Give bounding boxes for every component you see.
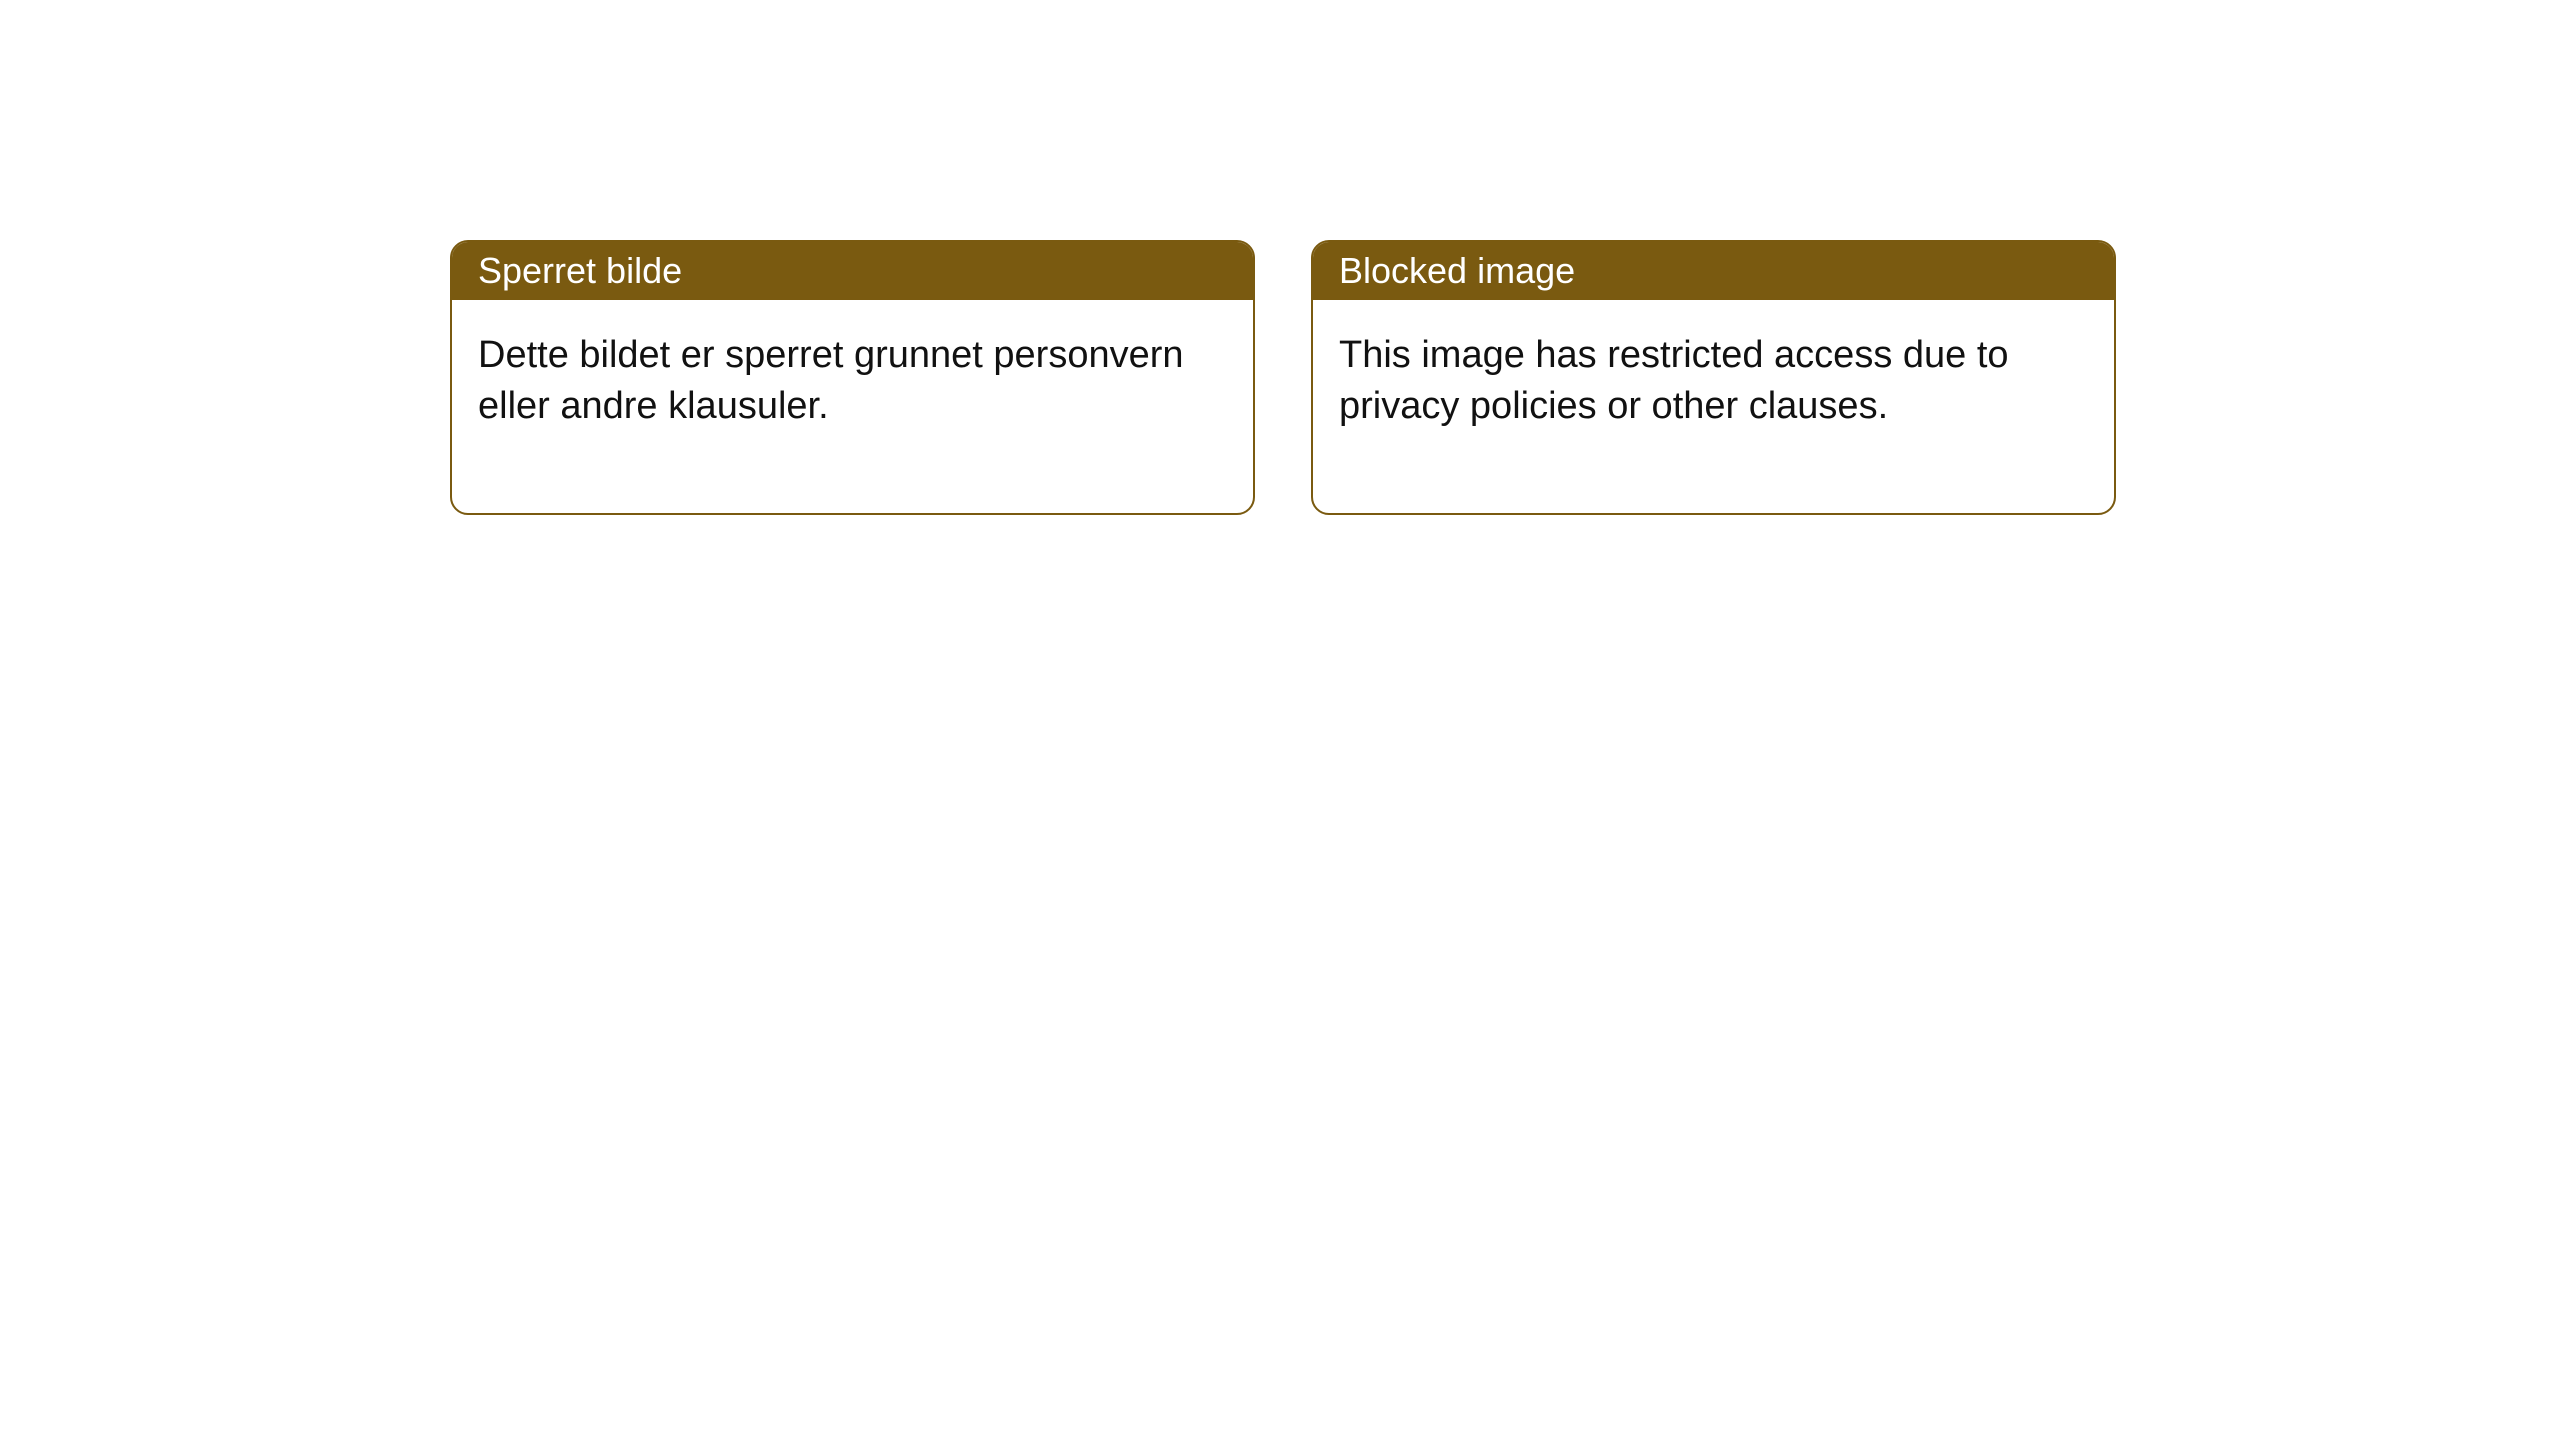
card-header-title: Sperret bilde xyxy=(478,250,682,291)
blocked-image-card-english: Blocked image This image has restricted … xyxy=(1311,240,2116,515)
card-body-text: Dette bildet er sperret grunnet personve… xyxy=(478,334,1184,427)
card-body: Dette bildet er sperret grunnet personve… xyxy=(452,300,1253,513)
card-body-text: This image has restricted access due to … xyxy=(1339,334,2009,427)
card-body: This image has restricted access due to … xyxy=(1313,300,2114,513)
card-header: Blocked image xyxy=(1313,242,2114,300)
notice-cards-container: Sperret bilde Dette bildet er sperret gr… xyxy=(0,0,2560,515)
card-header: Sperret bilde xyxy=(452,242,1253,300)
card-header-title: Blocked image xyxy=(1339,250,1575,291)
blocked-image-card-norwegian: Sperret bilde Dette bildet er sperret gr… xyxy=(450,240,1255,515)
